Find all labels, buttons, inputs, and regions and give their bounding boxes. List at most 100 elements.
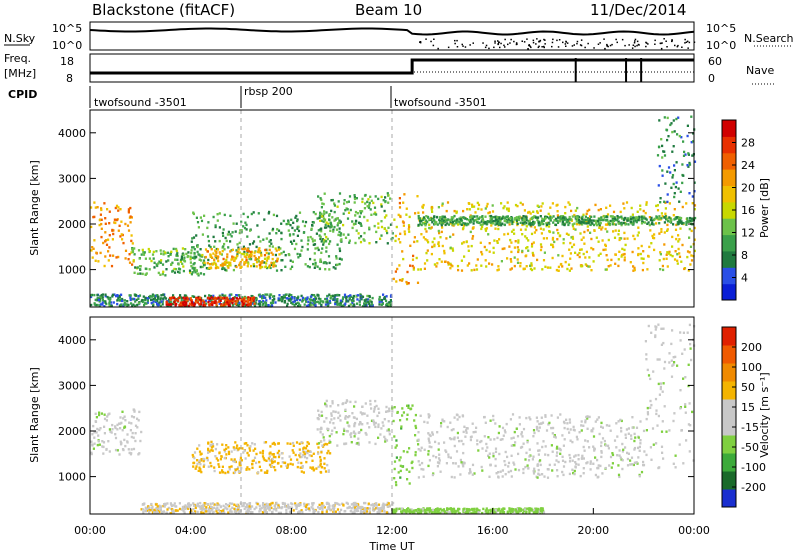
- heatmap-cell: [345, 429, 349, 433]
- heatmap-cell: [253, 302, 256, 305]
- heatmap-cell: [432, 472, 435, 475]
- heatmap-cell: [321, 202, 324, 205]
- heatmap-cell: [152, 250, 155, 254]
- nsearch-point: [462, 45, 464, 47]
- heatmap-cell: [647, 221, 650, 224]
- heatmap-cell: [690, 358, 693, 362]
- heatmap-cell: [233, 507, 236, 511]
- heatmap-cell: [208, 510, 211, 513]
- heatmap-cell: [678, 200, 681, 203]
- heatmap-cell: [280, 298, 283, 301]
- heatmap-cell: [198, 258, 201, 261]
- heatmap-cell: [556, 451, 559, 454]
- heatmap-cell: [185, 301, 188, 304]
- heatmap-cell: [267, 304, 270, 307]
- heatmap-cell: [538, 426, 541, 429]
- heatmap-cell: [579, 232, 582, 235]
- heatmap-cell: [491, 210, 495, 213]
- heatmap-cell: [265, 259, 269, 262]
- heatmap-cell: [490, 218, 493, 221]
- heatmap-cell: [547, 212, 550, 216]
- heatmap-cell: [123, 303, 126, 306]
- heatmap-cell: [645, 353, 648, 356]
- heatmap-cell: [516, 204, 519, 208]
- heatmap-cell: [198, 444, 201, 447]
- heatmap-cell: [260, 254, 263, 257]
- heatmap-cell: [162, 293, 165, 296]
- heatmap-cell: [611, 223, 614, 226]
- heatmap-cell: [453, 444, 456, 448]
- heatmap-cell: [326, 237, 329, 241]
- heatmap-cell: [408, 215, 411, 219]
- heatmap-cell: [288, 233, 292, 236]
- heatmap-cell: [275, 269, 279, 272]
- heatmap-cell: [559, 413, 562, 416]
- nsearch-point: [497, 40, 499, 42]
- heatmap-cell: [287, 503, 290, 506]
- heatmap-cell: [357, 294, 360, 297]
- heatmap-cell: [335, 431, 338, 434]
- heatmap-cell: [422, 475, 425, 478]
- heatmap-cell: [178, 271, 181, 274]
- heatmap-cell: [326, 451, 329, 455]
- heatmap-cell: [620, 426, 623, 430]
- heatmap-cell: [502, 434, 505, 437]
- heatmap-cell: [225, 447, 228, 450]
- heatmap-cell: [274, 468, 277, 472]
- heatmap-cell: [543, 475, 546, 478]
- heatmap-cell: [237, 466, 240, 469]
- heatmap-cell: [159, 249, 162, 252]
- heatmap-cell: [564, 460, 567, 464]
- heatmap-cell: [489, 463, 492, 466]
- heatmap-cell: [501, 475, 504, 478]
- heatmap-cell: [395, 439, 398, 442]
- heatmap-cell: [460, 269, 464, 272]
- heatmap-cell: [383, 435, 386, 439]
- heatmap-cell: [594, 473, 597, 477]
- heatmap-cell: [260, 506, 263, 510]
- heatmap-cell: [540, 220, 544, 223]
- heatmap-cell: [578, 221, 581, 224]
- heatmap-cell: [363, 239, 366, 242]
- heatmap-cell: [414, 451, 417, 454]
- heatmap-cell: [453, 209, 456, 213]
- heatmap-cell: [450, 475, 453, 479]
- heatmap-cell: [563, 438, 566, 441]
- heatmap-cell: [611, 462, 614, 465]
- heatmap-cell: [249, 229, 252, 232]
- heatmap-cell: [274, 264, 277, 268]
- heatmap-cell: [271, 227, 275, 231]
- heatmap-cell: [637, 436, 640, 439]
- nsearch-point: [634, 38, 637, 41]
- heatmap-cell: [309, 450, 312, 453]
- heatmap-cell: [270, 251, 273, 254]
- heatmap-cell: [345, 295, 348, 299]
- y-tick-label: 1000: [58, 264, 86, 277]
- heatmap-cell: [623, 256, 626, 259]
- heatmap-cell: [361, 506, 364, 509]
- heatmap-cell: [324, 442, 327, 446]
- heatmap-cell: [277, 297, 280, 300]
- heatmap-cell: [338, 227, 341, 230]
- heatmap-cell: [239, 456, 242, 460]
- heatmap-cell: [375, 241, 378, 244]
- nsearch-point: [472, 42, 474, 44]
- heatmap-cell: [372, 410, 376, 413]
- heatmap-cell: [593, 447, 596, 450]
- heatmap-cell: [484, 215, 487, 218]
- heatmap-cell: [258, 300, 261, 303]
- heatmap-cell: [199, 469, 202, 473]
- heatmap-cell: [446, 425, 449, 429]
- heatmap-cell: [340, 258, 343, 261]
- heatmap-cell: [588, 218, 591, 221]
- heatmap-cell: [519, 221, 522, 224]
- heatmap-cell: [317, 442, 321, 445]
- heatmap-cell: [159, 298, 162, 301]
- nsearch-point: [687, 47, 689, 49]
- heatmap-cell: [217, 300, 221, 303]
- heatmap-cell: [523, 209, 526, 212]
- heatmap-cell: [280, 222, 283, 225]
- heatmap-cell: [528, 210, 531, 214]
- heatmap-cell: [388, 433, 391, 436]
- heatmap-cell: [589, 223, 592, 227]
